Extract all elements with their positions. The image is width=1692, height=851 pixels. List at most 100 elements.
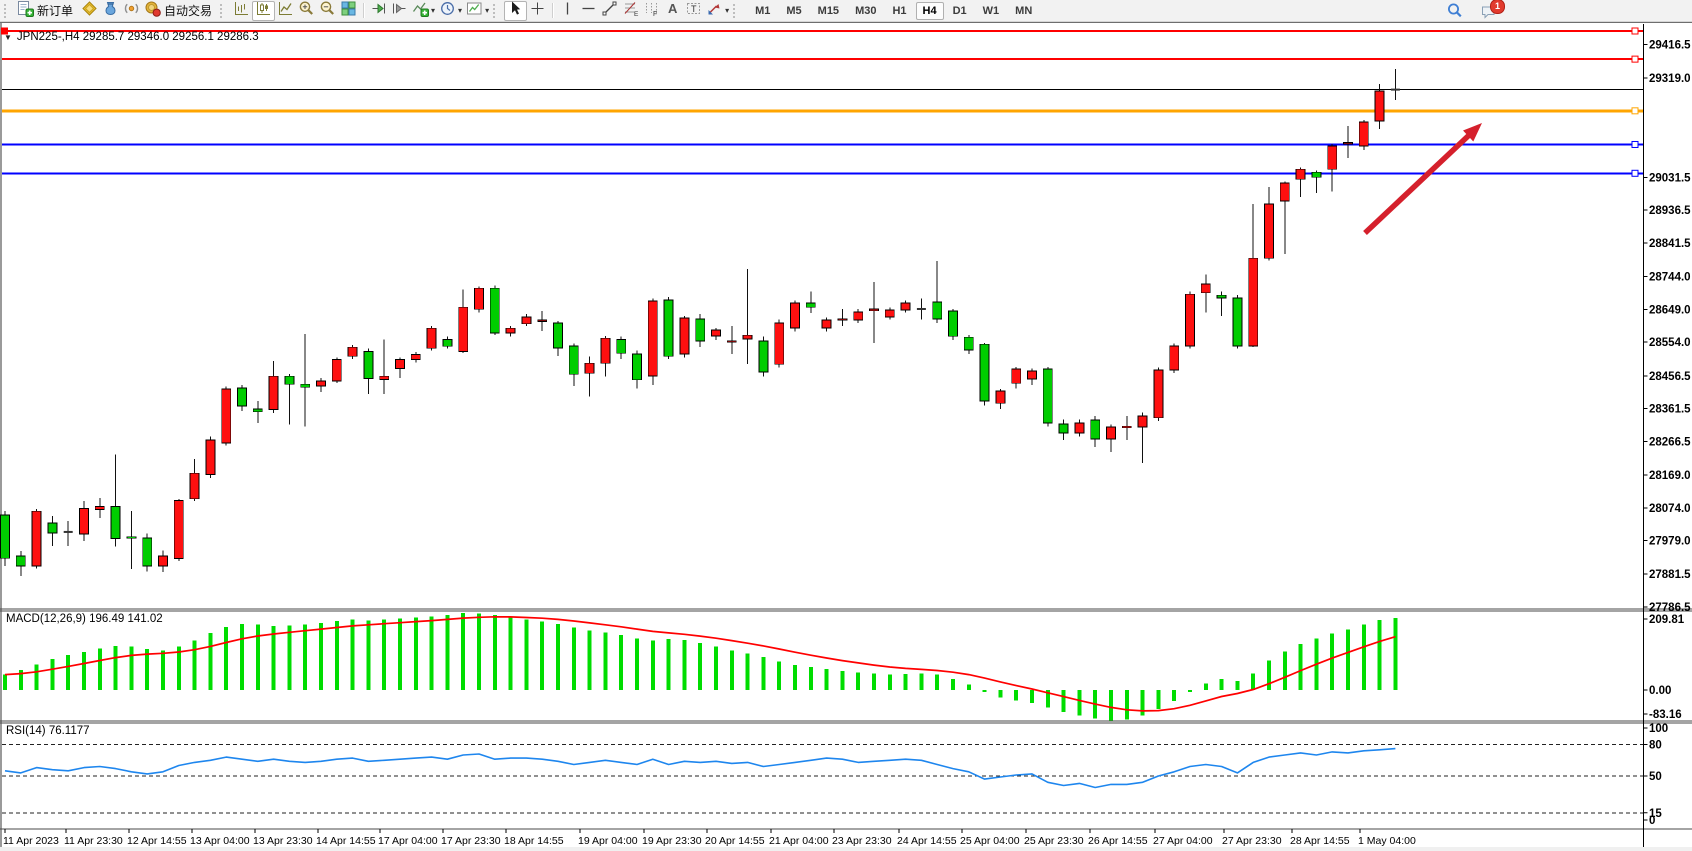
toolbar-grip[interactable] [733, 3, 740, 18]
line-chart-mode-button[interactable] [275, 1, 296, 21]
candle-body [726, 340, 737, 343]
toolbar-grip[interactable] [4, 3, 11, 18]
macd-bar [1330, 633, 1335, 690]
candle-body [1358, 121, 1369, 147]
indicators-button[interactable]: ▾ [410, 1, 437, 21]
candles [0, 68, 1400, 577]
notifications-button[interactable]: 1 [1480, 0, 1505, 25]
pane-separator[interactable] [0, 720, 1692, 722]
macd-bar [1219, 678, 1224, 690]
templates-button[interactable]: ▾ [464, 1, 491, 21]
candle-doji [1390, 88, 1400, 91]
tf-button-w1[interactable]: W1 [982, 4, 1000, 17]
zoom-in-button[interactable] [296, 1, 317, 21]
cursor-tool-button[interactable] [504, 0, 528, 21]
date-label: 17 Apr 04:00 [378, 835, 438, 847]
svg-text:28169.0: 28169.0 [1649, 470, 1691, 482]
macd-bar [556, 623, 560, 690]
price-chart[interactable]: 29416.5 29319.0 29031.5 28936.5 28841.5 28744… [0, 23, 1692, 851]
text-label-tool-button[interactable]: T [683, 1, 704, 21]
tile-windows-button[interactable] [338, 1, 359, 21]
macd-bar [113, 645, 118, 690]
candlestick-mode-button[interactable] [252, 0, 276, 21]
line-handle[interactable] [1631, 169, 1639, 177]
autotrading-button[interactable]: 自动交易 [142, 1, 218, 21]
text-tool-button[interactable]: A [662, 1, 683, 21]
line-handle[interactable] [1631, 140, 1639, 148]
tf-button-m15[interactable]: M15 [817, 4, 840, 17]
trend-arrow-annotation[interactable] [1363, 123, 1482, 236]
chevron-down-icon: ▾ [725, 6, 730, 15]
vertical-line-tool-button[interactable] [557, 1, 578, 21]
candle-body [442, 338, 453, 347]
timeframe-group: M1 M5 M15 M30 H1 H4 D1 W1 MN [748, 1, 1039, 20]
macd-bar [887, 674, 892, 690]
template-icon [466, 0, 483, 22]
candle-body [1121, 425, 1132, 429]
macd-bar [97, 648, 102, 690]
candle-body [410, 354, 421, 360]
macd-bar [982, 690, 987, 692]
line-handle[interactable] [1631, 55, 1639, 63]
chart-shift-button[interactable] [389, 1, 410, 21]
candle-body [537, 319, 548, 322]
data-window-button[interactable] [100, 1, 121, 21]
chart-header: ▼ JPN225-,H4 29285.7 29346.0 29256.1 292… [4, 31, 259, 43]
chevron-down-icon: ▾ [485, 6, 490, 15]
tf-button-m30[interactable]: M30 [855, 4, 877, 17]
candle-body [1279, 182, 1290, 202]
periods-button[interactable]: ▾ [437, 1, 464, 21]
tf-button-d1[interactable]: D1 [952, 4, 967, 17]
tf-button-h1[interactable]: H1 [892, 4, 907, 17]
bar-chart-mode-button[interactable] [231, 1, 252, 21]
candle-body [1137, 415, 1148, 428]
macd-pane: 209.81 0.00 -83.16 MACD(12,26,9) 196.49 141… [3, 613, 1685, 721]
arrows-tool-button[interactable]: ▾ [704, 1, 731, 21]
toolbar-grip[interactable] [220, 3, 227, 18]
date-label: 24 Apr 14:55 [897, 835, 957, 847]
line-handle[interactable] [1, 27, 8, 35]
vertical-line-icon [559, 0, 576, 22]
fibonacci-tool-button[interactable]: E [620, 1, 641, 21]
crosshair-icon [529, 0, 546, 22]
trendline-tool-button[interactable] [599, 1, 620, 21]
cycle-lines-tool-button[interactable]: F [641, 1, 662, 21]
zoom-out-button[interactable] [317, 1, 338, 21]
pane-separator[interactable] [0, 722, 1692, 724]
line-handle[interactable] [1631, 27, 1639, 35]
new-order-button[interactable]: 新订单 [15, 0, 79, 21]
candle-body [110, 505, 121, 539]
macd-bar [287, 625, 292, 690]
crosshair-tool-button[interactable] [527, 1, 548, 21]
macd-bar [1109, 690, 1113, 721]
notification-badge: 1 [1490, 0, 1505, 14]
macd-bar [761, 656, 766, 690]
macd-bar [319, 622, 323, 690]
horizontal-line-tool-button[interactable] [578, 1, 599, 21]
macd-bar [145, 648, 150, 690]
date-label: 27 Apr 04:00 [1153, 835, 1213, 847]
tf-button-m5[interactable]: M5 [786, 4, 802, 17]
signal-button[interactable] [121, 1, 142, 21]
market-watch-button[interactable] [79, 0, 100, 21]
candle-body [521, 316, 532, 325]
macd-bar [208, 633, 213, 690]
pane-separator[interactable] [0, 608, 1692, 610]
macd-bar [524, 619, 529, 690]
tf-button-h4[interactable]: H4 [915, 1, 944, 20]
candle-body [837, 318, 848, 321]
candle-body [790, 302, 800, 329]
toolbar-grip[interactable] [493, 3, 500, 18]
tf-button-mn[interactable]: MN [1015, 4, 1033, 17]
macd-bar [1298, 644, 1303, 690]
line-handle[interactable] [1631, 107, 1639, 115]
candle-body [379, 375, 390, 380]
search-icon[interactable] [1446, 2, 1464, 25]
auto-scroll-button[interactable] [368, 1, 389, 21]
tf-button-m1[interactable]: M1 [755, 4, 771, 17]
symbol-dropdown-icon[interactable]: ▼ [4, 32, 12, 42]
pane-separator[interactable] [0, 610, 1692, 612]
rsi-axis-label: 15 [1649, 808, 1662, 820]
date-label: 19 Apr 04:00 [578, 835, 638, 847]
pane-separator[interactable] [0, 828, 1692, 830]
